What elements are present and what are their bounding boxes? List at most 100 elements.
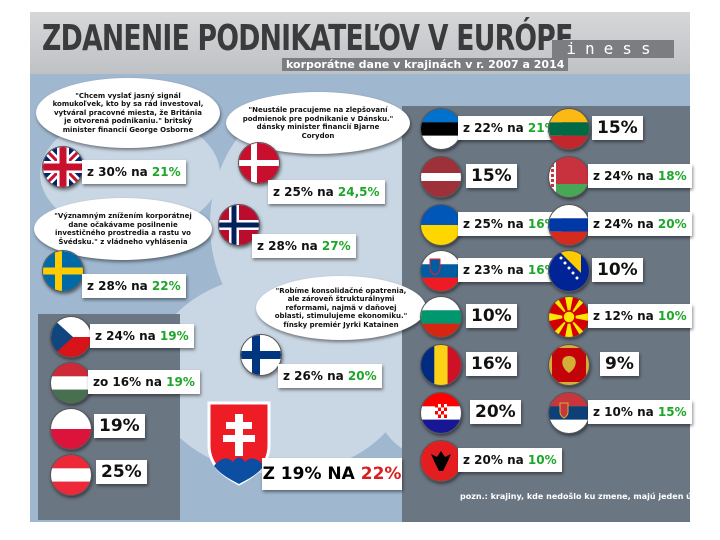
rate-from: z 28% na bbox=[87, 279, 152, 293]
rate-from: 16% bbox=[471, 354, 512, 374]
rate-latvia: 15% bbox=[466, 164, 517, 188]
quote-text-uk: "Chcem vyslať jasný signál komukoľvek, k… bbox=[52, 91, 204, 134]
page-subtitle: korporátne dane v krajinách v r. 2007 a … bbox=[282, 58, 569, 71]
flag-bosnia bbox=[548, 250, 590, 292]
rate-montenegro: 9% bbox=[600, 352, 639, 376]
rate-from: z 24% na bbox=[95, 329, 160, 343]
rate-belarus: z 24% na 18% bbox=[588, 164, 692, 188]
flag-ukraine bbox=[420, 204, 462, 246]
header-bar: ZDANENIE PODNIKATEĽOV V EURÓPE korporátn… bbox=[30, 12, 690, 74]
rate-from: z 24% na bbox=[593, 217, 658, 231]
rate-from: z 26% na bbox=[283, 369, 348, 383]
rate-from: z 23% na bbox=[463, 263, 528, 277]
rate-hungary: zo 16% na 19% bbox=[88, 370, 200, 394]
rate-slovenia: z 23% na 16% bbox=[458, 258, 562, 282]
rate-to: 19% bbox=[159, 329, 189, 343]
rate-to: 24,5% bbox=[337, 185, 380, 199]
rate-serbia: z 10% na 15% bbox=[588, 400, 692, 424]
rate-to: 20% bbox=[657, 217, 687, 231]
rate-slovakia: Z 19% NA 22% bbox=[262, 458, 402, 490]
quote-text-finland: "Robíme konsolidačné opatrenia, ale záro… bbox=[274, 286, 408, 329]
rate-croatia: 20% bbox=[470, 400, 521, 424]
iness-logo: iness bbox=[552, 40, 674, 58]
rate-from: z 28% na bbox=[257, 239, 322, 253]
rate-from: 19% bbox=[99, 416, 140, 436]
rate-from: z 25% na bbox=[463, 217, 528, 231]
quote-bubble-uk: "Chcem vyslať jasný signál komukoľvek, k… bbox=[36, 78, 220, 148]
rate-to: 27% bbox=[321, 239, 351, 253]
rate-from: 10% bbox=[597, 260, 638, 280]
rate-to: 10% bbox=[527, 453, 557, 467]
rate-from: z 25% na bbox=[273, 185, 338, 199]
rate-to: 18% bbox=[657, 169, 687, 183]
rate-lithuania: 15% bbox=[592, 116, 643, 140]
rate-to: 15% bbox=[657, 405, 687, 419]
flag-latvia bbox=[420, 156, 462, 198]
slovakia-coat-of-arms bbox=[207, 401, 271, 486]
rate-from: zo 16% na bbox=[93, 375, 167, 389]
flag-estonia bbox=[420, 108, 462, 150]
flag-sweden bbox=[42, 250, 84, 292]
flag-finland bbox=[240, 334, 282, 376]
rate-russia: z 24% na 20% bbox=[588, 212, 692, 236]
flag-romania bbox=[420, 344, 462, 386]
rate-austria: 25% bbox=[96, 460, 147, 484]
rate-from: 9% bbox=[605, 354, 634, 374]
rate-bosnia: 10% bbox=[592, 258, 643, 282]
flag-macedonia bbox=[548, 296, 590, 338]
rate-norway: z 28% na 27% bbox=[252, 234, 356, 258]
flag-bulgaria bbox=[420, 296, 462, 338]
rate-to: 10% bbox=[657, 309, 687, 323]
rate-from: 25% bbox=[101, 462, 142, 482]
flag-uk bbox=[42, 146, 84, 188]
rate-to: 21% bbox=[151, 165, 181, 179]
rate-from: z 20% na bbox=[463, 453, 528, 467]
rate-bulgaria: 10% bbox=[466, 304, 517, 328]
flag-lithuania bbox=[548, 108, 590, 150]
rate-from: z 24% na bbox=[593, 169, 658, 183]
rate-to: 22% bbox=[360, 464, 402, 484]
flag-russia bbox=[548, 204, 590, 246]
rate-denmark: z 25% na 24,5% bbox=[268, 180, 385, 204]
rate-sweden: z 28% na 22% bbox=[82, 274, 186, 298]
flag-serbia bbox=[548, 392, 590, 434]
flag-montenegro bbox=[548, 344, 590, 386]
quote-text-sweden: "Významným znížením korporátnej dane oča… bbox=[54, 212, 192, 246]
footnote: pozn.: krajiny, kde nedošlo ku zmene, ma… bbox=[460, 492, 706, 501]
flag-albania bbox=[420, 440, 462, 482]
rate-from: 20% bbox=[475, 402, 516, 422]
flag-denmark bbox=[238, 142, 280, 184]
rate-from: z 22% na bbox=[463, 121, 528, 135]
rate-estonia: z 22% na 21% bbox=[458, 116, 562, 140]
quote-text-denmark: "Neustále pracujeme na zlepšovaní podmie… bbox=[242, 106, 394, 140]
flag-slovenia bbox=[420, 250, 462, 292]
rate-from: Z 19% NA bbox=[262, 464, 361, 484]
rate-to: 22% bbox=[151, 279, 181, 293]
rate-to: 20% bbox=[347, 369, 377, 383]
flag-croatia bbox=[420, 392, 462, 434]
quote-bubble-sweden: "Významným znížením korporátnej dane oča… bbox=[34, 198, 212, 260]
rate-albania: z 20% na 10% bbox=[458, 448, 562, 472]
rate-from: 15% bbox=[471, 166, 512, 186]
flag-poland bbox=[50, 408, 92, 450]
rate-from: 10% bbox=[471, 306, 512, 326]
rate-from: z 12% na bbox=[593, 309, 658, 323]
quote-bubble-finland: "Robíme konsolidačné opatrenia, ale záro… bbox=[256, 276, 426, 340]
rate-from: z 10% na bbox=[593, 405, 658, 419]
page-title: ZDANENIE PODNIKATEĽOV V EURÓPE bbox=[42, 18, 573, 59]
rate-romania: 16% bbox=[466, 352, 517, 376]
rate-finland: z 26% na 20% bbox=[278, 364, 382, 388]
flag-hungary bbox=[50, 362, 92, 404]
flag-czech bbox=[50, 316, 92, 358]
rate-macedonia: z 12% na 10% bbox=[588, 304, 692, 328]
flag-belarus bbox=[548, 156, 590, 198]
rate-from: z 30% na bbox=[87, 165, 152, 179]
flag-austria bbox=[50, 454, 92, 496]
rate-czech: z 24% na 19% bbox=[90, 324, 194, 348]
rate-from: 15% bbox=[597, 118, 638, 138]
rate-to: 19% bbox=[166, 375, 195, 389]
infographic: ZDANENIE PODNIKATEĽOV V EURÓPE korporátn… bbox=[30, 12, 706, 522]
rate-poland: 19% bbox=[94, 414, 145, 438]
rate-ukraine: z 25% na 16% bbox=[458, 212, 562, 236]
rate-uk: z 30% na 21% bbox=[82, 160, 186, 184]
